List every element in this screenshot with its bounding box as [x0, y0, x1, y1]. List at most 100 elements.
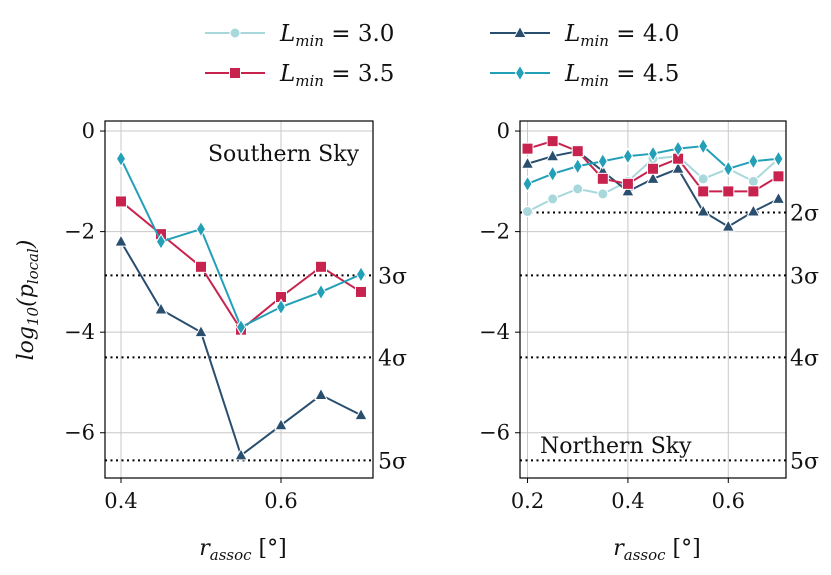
data-point [721, 219, 736, 232]
data-point [234, 447, 248, 461]
data-point [748, 152, 759, 170]
data-point [773, 150, 784, 168]
data-point [355, 265, 367, 283]
legend-label: Lmin = 4.5 [564, 61, 679, 90]
data-point [354, 407, 368, 421]
panel-annotation: Northern Sky [540, 434, 692, 459]
sigma-label-4: 4σ [790, 346, 819, 371]
legend-label: Lmin = 3.0 [279, 21, 394, 50]
series-line [120, 241, 362, 458]
legend-entry-l-min-3-0: Lmin = 3.0 [205, 21, 394, 50]
data-point [622, 147, 633, 165]
legend-entry-l-min-4-5: Lmin = 4.5 [490, 61, 679, 90]
data-point [597, 152, 608, 170]
legend: Lmin = 3.0 Lmin = 4.0 Lmin = 3.5 Lmin = 4.5 [205, 21, 679, 90]
x-tick-label: 0.6 [264, 489, 297, 513]
series-l-min-4-5 [522, 137, 784, 193]
data-point [522, 206, 534, 218]
data-point [572, 157, 583, 175]
data-point [355, 285, 367, 298]
legend-marker [229, 67, 241, 79]
data-point [522, 175, 533, 193]
data-point [596, 172, 609, 185]
data-point [671, 161, 685, 174]
y-tick-label: 0 [82, 119, 95, 143]
data-point [547, 193, 559, 205]
x-tick-label: 0.6 [712, 489, 745, 513]
legend-marker [513, 25, 527, 38]
data-point [597, 188, 609, 200]
series-l-min-3-5 [521, 135, 785, 198]
data-point [621, 183, 635, 197]
data-point [621, 177, 634, 190]
data-point [194, 324, 208, 338]
legend-entry-l-min-4-0: Lmin = 4.0 [490, 21, 679, 50]
data-point [747, 175, 759, 187]
y-tick-label: 0 [497, 119, 510, 143]
data-point [314, 387, 328, 401]
y-axis-label-text: log10(plocal) [14, 240, 42, 361]
series-l-min-4-5 [115, 150, 367, 336]
data-point [155, 233, 167, 251]
x-axis-label: rassoc [°] [613, 536, 700, 564]
data-point [195, 260, 207, 273]
data-point [697, 173, 709, 185]
y-tick-label: −4 [479, 320, 510, 344]
series-l-min-3-5 [115, 195, 367, 336]
data-point [696, 203, 711, 217]
data-point [646, 171, 660, 184]
y-tick-label: −2 [64, 220, 95, 244]
panel-northern-sky: 2σ 3σ 4σ 5σ 0.2 0.4 0.6 0 −2 −4 −6 Northern Sky rass… [479, 119, 819, 564]
y-axis-label: log10(plocal) [14, 240, 42, 361]
data-point [747, 185, 760, 198]
sigma-label-5: 5σ [790, 449, 819, 474]
data-point [746, 203, 761, 217]
axes-frame [104, 120, 374, 479]
data-point [723, 160, 734, 178]
y-tick-label: −2 [479, 220, 510, 244]
panel-southern-sky: 3σ 4σ 5σ 0.4 0.6 0 −2 −4 −6 Southern Sky rassoc [°… [64, 119, 407, 564]
data-point [520, 156, 535, 169]
legend-label: Lmin = 3.5 [279, 61, 394, 90]
series-l-min-4-0 [114, 234, 368, 461]
x-tick-label: 0.4 [104, 489, 137, 513]
sigma-label-3: 3σ [378, 264, 407, 289]
panel-annotation: Southern Sky [208, 142, 360, 167]
data-point [274, 417, 288, 431]
data-point [115, 195, 127, 208]
data-point [235, 318, 247, 336]
data-point [647, 162, 659, 175]
legend-label: Lmin = 4.0 [564, 21, 679, 50]
data-point [571, 145, 584, 158]
data-point [673, 140, 684, 158]
data-point [114, 234, 128, 247]
axes-frame [519, 120, 787, 479]
y-tick-label: −6 [479, 421, 510, 445]
x-tick-label: 0.4 [611, 489, 644, 513]
data-point [772, 170, 785, 183]
data-point [698, 137, 709, 155]
x-tick-label: 0.2 [511, 489, 544, 513]
data-point [275, 298, 287, 316]
data-point [722, 185, 735, 198]
gridlines [520, 121, 786, 478]
legend-marker [514, 64, 526, 82]
gridlines [105, 121, 373, 478]
legend-marker [229, 27, 241, 39]
sigma-label-3: 3σ [790, 264, 819, 289]
data-point [521, 142, 534, 155]
data-point [195, 220, 207, 238]
y-tick-label: −6 [64, 421, 95, 445]
x-axis-label: rassoc [°] [199, 536, 286, 564]
data-point [115, 150, 127, 168]
legend-entry-l-min-3-5: Lmin = 3.5 [205, 61, 394, 90]
y-tick-label: −4 [64, 320, 95, 344]
data-point [154, 302, 168, 315]
data-point [315, 283, 327, 301]
data-point [697, 185, 710, 198]
sigma-label-2: 2σ [790, 202, 819, 227]
sigma-label-4: 4σ [378, 346, 407, 371]
data-point [771, 191, 786, 204]
data-point [647, 145, 659, 163]
